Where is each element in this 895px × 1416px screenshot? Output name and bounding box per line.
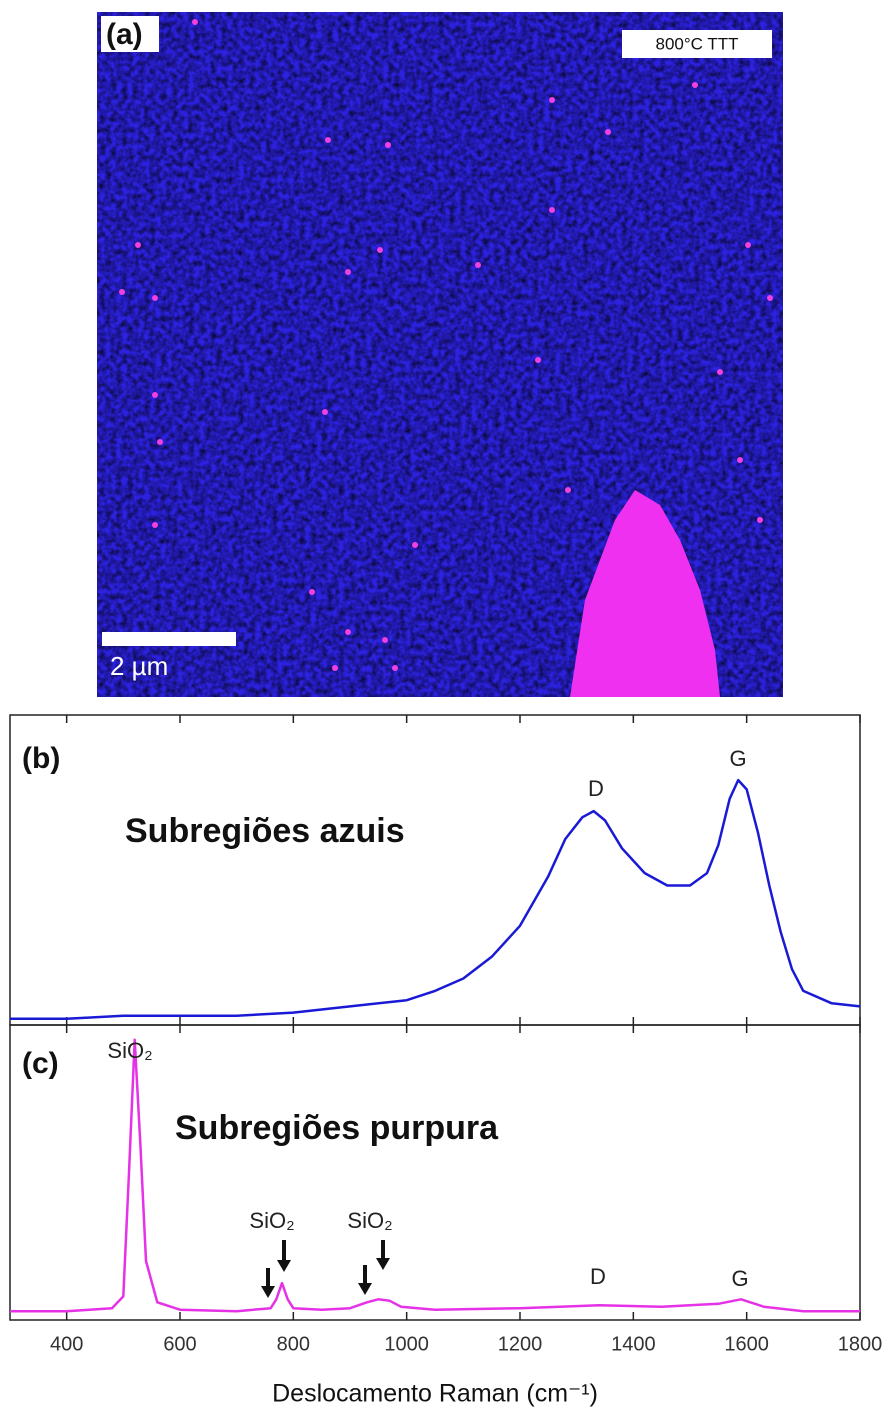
spectrum-line xyxy=(10,778,861,1021)
x-tick-label: 1400 xyxy=(611,1333,656,1355)
arrow-head xyxy=(376,1258,390,1270)
label-box xyxy=(101,16,159,52)
purple-dots xyxy=(119,19,773,671)
x-axis-label: Deslocamento Raman (cm⁻¹) xyxy=(272,1380,598,1408)
arrow-head xyxy=(277,1260,291,1272)
peak-label: SiO₂ xyxy=(249,1208,294,1233)
x-tick-label: 1600 xyxy=(724,1333,769,1355)
condition-tag: 800°C TTT xyxy=(655,34,738,53)
x-tick-label: 400 xyxy=(50,1333,83,1355)
panel-title: Subregiões purpura xyxy=(175,1109,499,1147)
panel-label: (a) xyxy=(106,18,143,51)
x-tick-label: 1000 xyxy=(384,1333,429,1355)
spectrum-line xyxy=(10,1038,860,1313)
tag-box xyxy=(622,30,772,58)
panel-label: (c) xyxy=(22,1047,59,1080)
peak-label: D xyxy=(590,1264,606,1289)
x-tick-label: 1200 xyxy=(498,1333,543,1355)
panel-title: Subregiões azuis xyxy=(125,812,405,850)
peak-label: G xyxy=(729,746,746,771)
peak-label: G xyxy=(731,1266,748,1291)
purple-region xyxy=(570,490,720,697)
x-tick-label: 1800 xyxy=(838,1333,883,1355)
arrow-head xyxy=(261,1286,275,1298)
peak-label: D xyxy=(588,776,604,801)
plot-frame xyxy=(9,1024,861,1321)
panel-label: (b) xyxy=(22,742,60,775)
peak-label: SiO₂ xyxy=(347,1208,392,1233)
raman-map: (a) 800°C TTT 2 µm xyxy=(97,12,783,697)
arrow-head xyxy=(358,1283,372,1295)
scale-bar xyxy=(102,632,236,646)
peak-label: SiO₂ xyxy=(107,1038,152,1063)
x-tick-label: 800 xyxy=(277,1333,310,1355)
x-tick-label: 600 xyxy=(163,1333,196,1355)
scale-label: 2 µm xyxy=(110,651,168,681)
